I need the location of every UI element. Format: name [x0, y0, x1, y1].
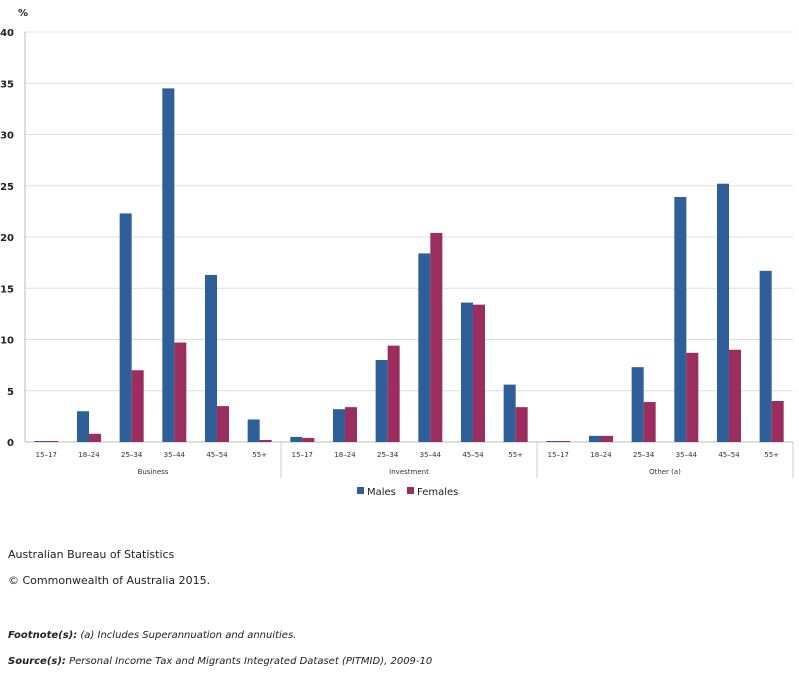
y-tick-label: 20 — [0, 233, 14, 244]
group-label: Investment — [389, 468, 429, 476]
x-tick-label: 45–54 — [206, 451, 228, 459]
y-tick-label: 25 — [0, 182, 14, 193]
source-text: Personal Income Tax and Migrants Integra… — [65, 656, 433, 667]
x-tick-label: 55+ — [252, 451, 267, 459]
bar-females — [259, 439, 272, 442]
bar-females — [387, 345, 400, 442]
bar-males — [503, 384, 516, 442]
bar-males — [205, 274, 217, 442]
y-axis-label: % — [18, 8, 28, 19]
legend-swatch-males — [357, 487, 364, 494]
bar-females — [131, 370, 144, 442]
y-tick-label: 10 — [0, 336, 14, 347]
bar-females — [89, 433, 101, 442]
bar-males — [589, 435, 601, 442]
bar-females — [771, 401, 784, 442]
bar-females — [174, 342, 187, 442]
bar-males — [290, 436, 303, 442]
bar-males — [418, 253, 431, 442]
bar-males — [375, 360, 388, 442]
x-tick-label: 35–44 — [420, 451, 442, 459]
bar-males — [77, 411, 89, 442]
copyright: © Commonwealth of Australia 2015. — [8, 574, 211, 587]
bar-males — [34, 440, 47, 442]
bar-females — [345, 407, 357, 442]
bar-males — [717, 183, 729, 442]
x-tick-label: 18–24 — [78, 451, 100, 459]
bar-males — [631, 367, 644, 442]
bar-males — [759, 270, 772, 442]
y-tick-label: 5 — [7, 387, 14, 398]
bar-males — [674, 197, 687, 442]
bar-males — [546, 440, 559, 442]
bar-females — [217, 406, 229, 442]
group-label: Business — [138, 468, 169, 476]
bar-males — [119, 213, 132, 442]
x-tick-label: 18–24 — [334, 451, 356, 459]
y-tick-label: 0 — [7, 438, 14, 449]
y-tick-label: 30 — [0, 131, 14, 142]
y-tick-label: 40 — [0, 28, 14, 39]
bar-females — [558, 440, 571, 442]
bar-females — [643, 402, 656, 442]
bar-females — [729, 349, 741, 442]
bar-males — [461, 302, 473, 442]
x-tick-label: 15–17 — [548, 451, 569, 459]
x-tick-label: 55+ — [764, 451, 779, 459]
legend-label-females: Females — [417, 487, 458, 498]
x-tick-label: 25–34 — [121, 451, 143, 459]
x-tick-label: 35–44 — [164, 451, 186, 459]
y-tick-label: 15 — [0, 284, 14, 295]
x-tick-label: 45–54 — [462, 451, 484, 459]
bar-females — [473, 304, 485, 442]
source: Source(s): Personal Income Tax and Migra… — [8, 656, 432, 667]
footnote-label: Footnote(s): — [8, 630, 78, 641]
bar-females — [601, 435, 613, 442]
bar-females — [686, 352, 699, 442]
x-tick-label: 15–17 — [36, 451, 57, 459]
source-label: Source(s): — [8, 656, 66, 667]
x-tick-label: 25–34 — [633, 451, 655, 459]
bar-males — [247, 419, 260, 442]
bar-males — [333, 409, 345, 442]
x-tick-label: 35–44 — [676, 451, 698, 459]
y-tick-label: 35 — [0, 79, 14, 90]
bar-females — [46, 440, 59, 442]
bar-females — [430, 232, 443, 442]
x-tick-label: 25–34 — [377, 451, 399, 459]
legend-swatch-females — [407, 487, 414, 494]
chart: % 0 5 10 15 20 25 30 35 40 Business 15–17 18–24 25–34… — [0, 8, 794, 498]
footnote-text: (a) Includes Superannuation and annuitie… — [77, 630, 297, 641]
x-tick-label: 45–54 — [718, 451, 740, 459]
bar-males — [162, 88, 175, 442]
x-tick-label: 15–17 — [292, 451, 313, 459]
x-tick-label: 18–24 — [590, 451, 612, 459]
x-tick-label: 55+ — [508, 451, 523, 459]
bar-females — [302, 437, 315, 442]
group-label: Other (a) — [649, 468, 681, 476]
footnote: Footnote(s): (a) Includes Superannuation… — [8, 630, 296, 641]
bar-females — [515, 407, 528, 442]
legend-label-males: Males — [367, 487, 396, 498]
publisher: Australian Bureau of Statistics — [8, 548, 175, 561]
